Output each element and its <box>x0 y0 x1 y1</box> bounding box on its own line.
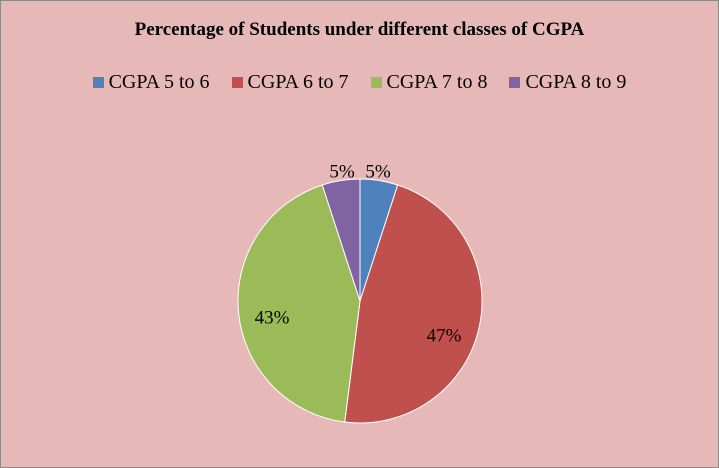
legend-item-cgpa-7-8: CGPA 7 to 8 <box>370 71 488 94</box>
legend-label: CGPA 7 to 8 <box>386 71 488 93</box>
legend-swatch <box>92 77 104 88</box>
slice-data-label: 5% <box>365 161 391 182</box>
legend-swatch <box>370 77 382 88</box>
legend-label: CGPA 5 to 6 <box>108 71 210 93</box>
slice-data-label: 47% <box>427 325 462 346</box>
legend-item-cgpa-5-6: CGPA 5 to 6 <box>92 71 210 94</box>
slice-data-label: 43% <box>255 307 290 328</box>
chart-title: Percentage of Students under different c… <box>134 19 585 40</box>
legend-swatch <box>509 77 521 88</box>
slice-data-label: 5% <box>329 161 355 182</box>
legend-item-cgpa-6-7: CGPA 6 to 7 <box>231 71 349 94</box>
pie-slice <box>237 184 361 423</box>
legend-label: CGPA 6 to 7 <box>247 71 349 93</box>
legend-item-cgpa-8-9: CGPA 8 to 9 <box>509 71 626 94</box>
legend-label: CGPA 8 to 9 <box>525 71 627 93</box>
pie-slice <box>321 178 361 302</box>
pie-slice <box>344 184 483 424</box>
legend-swatch <box>231 77 243 88</box>
legend: CGPA 5 to 6 CGPA 6 to 7 CGPA 7 to 8 CGPA… <box>1 71 718 94</box>
